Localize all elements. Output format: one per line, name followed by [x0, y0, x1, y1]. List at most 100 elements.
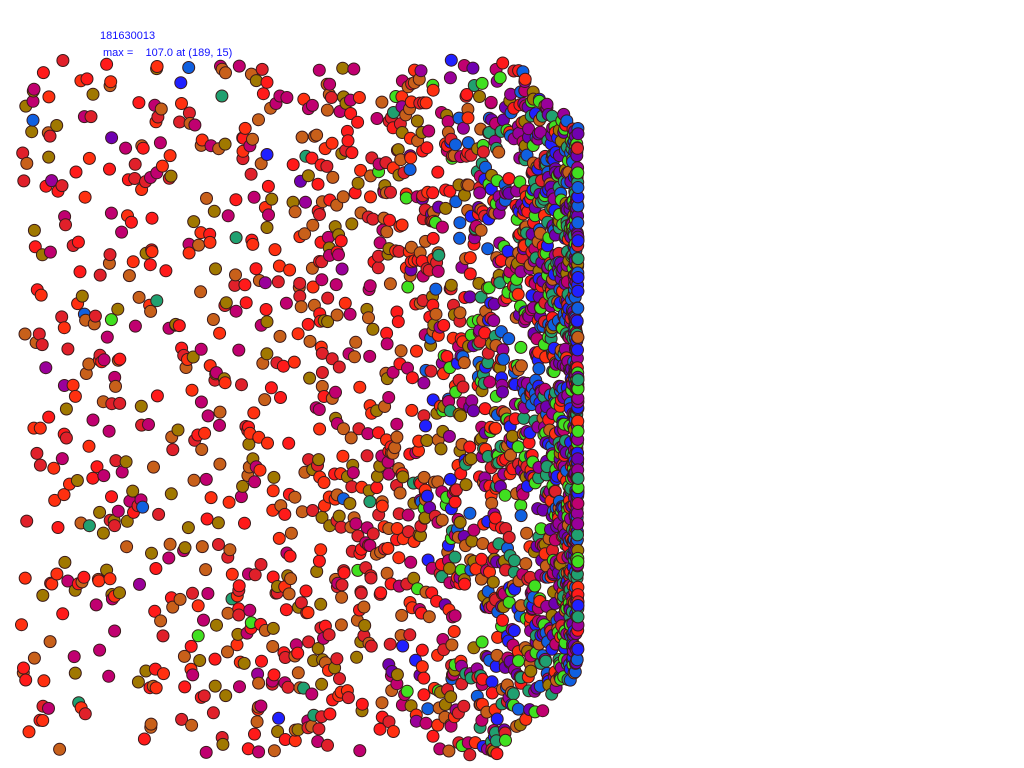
scatter-point [435, 513, 449, 527]
scatter-point [375, 95, 389, 109]
scatter-point [177, 649, 191, 663]
scatter-point [512, 654, 525, 668]
scatter-point [366, 322, 380, 336]
scatter-point [185, 718, 199, 732]
scatter-point [266, 640, 280, 653]
scatter-point [42, 701, 55, 715]
scatter-point [312, 403, 326, 416]
scatter-point [315, 273, 329, 287]
scatter-point [349, 335, 363, 349]
scatter-point [156, 629, 170, 643]
scatter-point [137, 732, 151, 746]
scatter-point [462, 178, 475, 192]
scatter-point [291, 327, 305, 341]
scatter-point [392, 551, 406, 565]
scatter-point [461, 136, 475, 150]
scatter-point [476, 145, 490, 159]
scatter-point [171, 423, 185, 437]
scatter-point [77, 570, 91, 584]
scatter-point [272, 531, 286, 545]
scatter-point [364, 639, 378, 653]
scatter-point [501, 244, 515, 258]
scatter-point [410, 114, 424, 128]
scatter-point [145, 546, 158, 560]
scatter-point [108, 519, 122, 533]
scatter-point [45, 174, 59, 188]
scatter-point [349, 517, 363, 531]
scatter-point [286, 158, 300, 172]
scatter-point [119, 141, 133, 155]
scatter-point [330, 308, 344, 322]
scatter-point [145, 245, 159, 259]
scatter-point [248, 568, 262, 582]
scatter-point [103, 162, 116, 176]
scatter-point [258, 276, 272, 290]
scatter-point [200, 191, 213, 205]
scatter-point [78, 190, 92, 204]
scatter-point [335, 590, 349, 604]
scatter-point [252, 745, 266, 759]
scatter-point [366, 527, 380, 541]
scatter-point [186, 586, 199, 600]
scatter-point [50, 119, 64, 132]
scatter-point [485, 496, 499, 510]
scatter-point [312, 63, 326, 77]
scatter-point [305, 98, 319, 112]
scatter-point [301, 317, 315, 331]
scatter-point [354, 163, 368, 177]
scatter-point [232, 608, 246, 622]
scatter-point [120, 514, 134, 528]
scatter-point [42, 150, 56, 164]
scatter-point [102, 669, 116, 683]
scatter-point [144, 717, 158, 731]
scatter-point [571, 127, 585, 141]
scatter-point [335, 262, 349, 276]
scatter-point [39, 361, 53, 375]
scatter-point [218, 376, 232, 390]
scatter-point [20, 514, 34, 528]
scatter-point [524, 664, 538, 678]
scatter-point [323, 77, 337, 91]
scatter-point [384, 185, 397, 199]
scatter-point [391, 315, 405, 329]
scatter-point [225, 567, 239, 581]
scatter-point [215, 89, 229, 103]
scatter-point [373, 722, 387, 736]
scatter-point [448, 550, 462, 564]
scatter-point [341, 134, 355, 148]
scatter-point [492, 145, 506, 159]
scatter-point [506, 687, 520, 701]
scatter-point [260, 347, 274, 361]
scatter-point [380, 225, 394, 239]
scatter-point [338, 296, 352, 310]
scatter-point [128, 172, 142, 185]
scatter-point [51, 521, 65, 534]
scatter-point [282, 436, 296, 450]
scatter-point [463, 290, 477, 304]
scatter-point [34, 288, 48, 302]
scatter-point [105, 490, 118, 504]
scatter-point [394, 344, 408, 358]
scatter-point [465, 534, 479, 548]
scatter-point [486, 575, 500, 589]
scatter-point [453, 231, 467, 245]
scatter-point [132, 96, 146, 110]
scatter-point [571, 252, 585, 266]
scatter-point [320, 103, 334, 117]
scatter-point [84, 110, 98, 124]
scatter-point [420, 141, 434, 155]
scatter-point [55, 179, 69, 193]
scatter-point [267, 744, 281, 758]
scatter-point [473, 90, 486, 103]
scatter-point [187, 215, 201, 229]
scatter-point [122, 269, 136, 283]
scatter-point [15, 618, 28, 632]
scatter-point [30, 446, 44, 460]
scatter-point [514, 340, 528, 354]
scatter-point [18, 571, 32, 585]
scatter-point [375, 696, 389, 710]
scatter-point [314, 543, 328, 557]
scatter-point [149, 681, 163, 695]
scatter-point [295, 130, 309, 144]
scatter-point [68, 389, 82, 403]
